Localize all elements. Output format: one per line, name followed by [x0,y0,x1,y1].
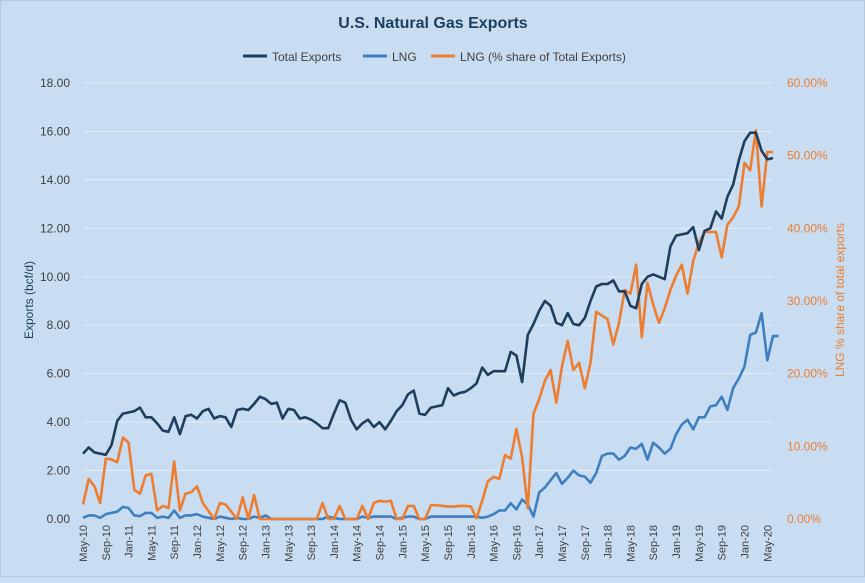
gridlines [83,82,773,520]
legend-label-lng-share: LNG (% share of Total Exports) [460,50,626,64]
y-tick-label: 14.00 [40,173,70,187]
y-tick-label: 6.00 [47,367,71,381]
x-axis-ticks: May-10 Sep-10 Jan-11 May-11 Sep-11 Jan-12 May-… [78,518,774,562]
y-tick-label: 4.00 [47,415,71,429]
x-tick-label: Sep-11 [169,525,181,560]
x-tick-label: Jan-13 [260,525,272,559]
legend-label-total-exports: Total Exports [272,50,341,64]
legend: Total Exports LNG LNG (% share of Total … [243,50,626,64]
x-tick-label: Sep-17 [580,525,592,560]
x-tick-label: Jan-18 [603,525,615,559]
x-tick-label: May-20 [762,525,774,562]
series-lines [81,128,779,521]
y2-tick-label: 20.00% [787,367,828,381]
y-axis-ticks: 0.00 2.00 4.00 6.00 8.00 10.00 12.00 14.00 16.00… [40,76,70,526]
y2-tick-label: 50.00% [787,149,828,163]
x-tick-label: Jan-16 [466,525,478,559]
x-tick-label: Jan-11 [124,525,136,558]
y-tick-label: 10.00 [40,270,70,284]
x-tick-label: Jan-17 [534,525,546,559]
x-tick-label: Jan-19 [671,525,683,559]
y-tick-label: 18.00 [40,76,70,90]
x-tick-label: May-17 [557,525,569,562]
y2-tick-label: 60.00% [787,76,828,90]
x-tick-label: May-12 [215,525,227,562]
x-tick-label: May-10 [78,525,90,562]
x-tick-label: Sep-16 [511,525,523,560]
y2-axis-ticks: 0.00% 10.00% 20.00% 30.00% 40.00% 50.00% 60.00… [787,76,828,526]
x-tick-label: May-19 [694,525,706,562]
y2-axis-label: LNG % share of total exports [833,223,847,377]
x-tick-label: May-15 [420,525,432,562]
x-tick-label: Sep-10 [101,525,113,560]
x-tick-label: May-16 [489,525,501,562]
y2-tick-label: 30.00% [787,294,828,308]
y-tick-label: 12.00 [40,221,70,235]
x-tick-label: Jan-20 [739,525,751,559]
x-tick-label: May-14 [352,525,364,562]
y-tick-label: 2.00 [47,464,71,478]
x-tick-label: Sep-15 [443,525,455,560]
legend-label-lng: LNG [392,50,417,64]
y-axis-label: Exports (bcf/d) [22,261,36,339]
x-tick-label: Sep-12 [238,525,250,560]
x-tick-label: Jan-15 [397,525,409,559]
series-line-lng [82,311,779,521]
x-tick-label: Jan-14 [329,525,341,559]
y2-tick-label: 10.00% [787,439,828,453]
x-tick-label: May-13 [283,525,295,562]
x-tick-label: May-18 [625,525,637,562]
chart-title: U.S. Natural Gas Exports [338,15,527,32]
y-tick-label: 8.00 [47,318,71,332]
y-tick-label: 16.00 [40,124,70,138]
x-tick-label: Sep-19 [717,525,729,560]
series-line-lng-share [81,128,773,521]
y2-tick-label: 40.00% [787,221,828,235]
series-line-total-exports [82,131,774,457]
x-tick-label: Sep-18 [648,525,660,560]
y-tick-label: 0.00 [47,512,71,526]
x-tick-label: Jan-12 [192,525,204,559]
y2-tick-label: 0.00% [787,512,821,526]
x-tick-label: Sep-13 [306,525,318,560]
x-tick-label: Sep-14 [375,525,387,560]
x-tick-label: May-11 [146,525,158,561]
